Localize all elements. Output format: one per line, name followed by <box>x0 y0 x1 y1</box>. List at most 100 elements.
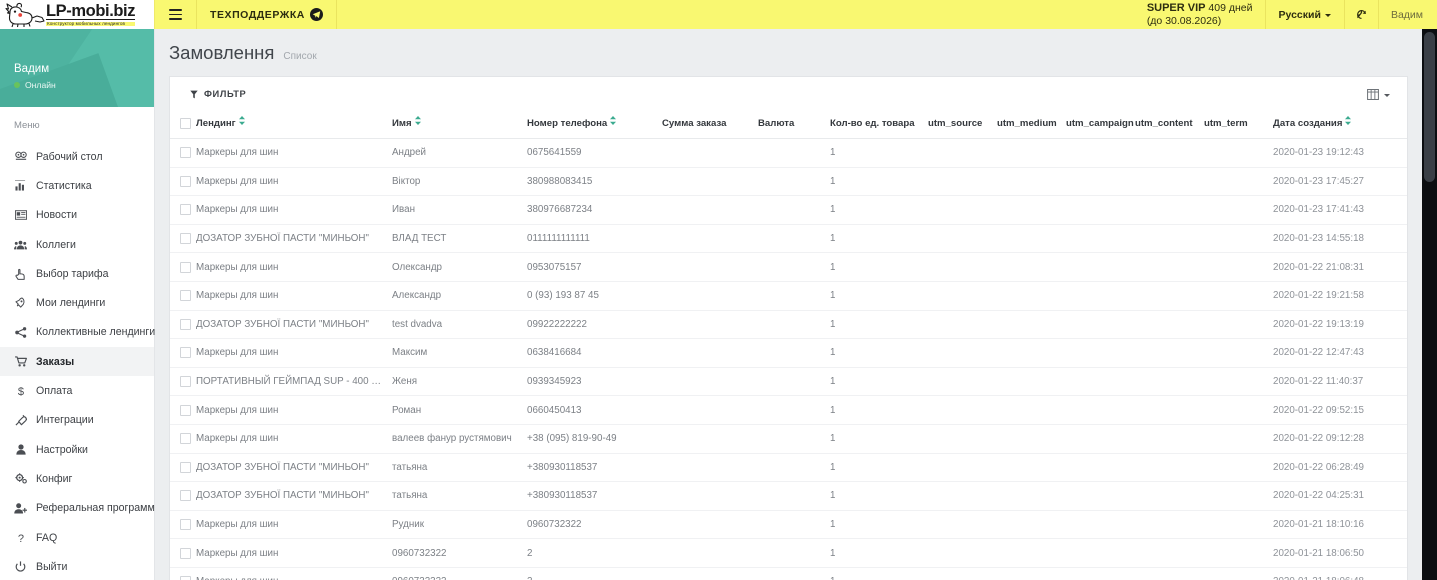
sidebar-item-15[interactable]: Выйти <box>0 552 154 580</box>
cell-phone: 0675641559 <box>527 138 662 168</box>
cell-utm_medium <box>997 567 1066 580</box>
cell-utm_term <box>1204 138 1273 168</box>
cell-utm_source <box>928 281 997 311</box>
cell-qty: 1 <box>830 453 928 483</box>
column-header-phone[interactable]: Номер телефона <box>527 111 662 139</box>
column-settings-button[interactable] <box>1364 87 1393 102</box>
brand-logo[interactable]: LP-mobi.biz Конструктор мобильных лендин… <box>0 0 155 29</box>
dashboard-icon <box>14 151 27 162</box>
filter-button[interactable]: ФИЛЬТР <box>190 89 246 99</box>
table-row[interactable]: Маркеры для шин Олександр 0953075157 1 2020-… <box>170 252 1407 282</box>
table-row[interactable]: Маркеры для шин Роман 0660450413 1 2020-01-2… <box>170 395 1407 425</box>
row-checkbox[interactable] <box>180 233 191 245</box>
sidebar-item-13[interactable]: Реферальная программа <box>0 494 161 523</box>
sort-toggle-icon[interactable] <box>1345 116 1352 127</box>
cell-utm_medium <box>997 224 1066 254</box>
row-checkbox[interactable] <box>180 461 191 473</box>
table-row[interactable]: Маркеры для шин Андрей 0675641559 1 2020-01-… <box>170 138 1407 168</box>
sidebar-item-5[interactable]: Выбор тарифа <box>0 259 154 288</box>
sidebar-item-6[interactable]: Мои лендинги <box>0 288 154 317</box>
cell-created: 2020-01-22 21:08:31 <box>1273 252 1407 282</box>
sidebar-item-14[interactable]: ? FAQ <box>0 523 154 552</box>
sidebar-item-12[interactable]: Конфиг <box>0 464 154 493</box>
cell-sum <box>662 281 758 311</box>
column-header-utm_medium: utm_medium <box>997 111 1066 139</box>
row-checkbox[interactable] <box>180 519 191 531</box>
cell-currency <box>758 538 830 568</box>
sidebar-item-3[interactable]: Новости <box>0 201 154 230</box>
vip-status-badge: SUPER VIP 409 дней (до 30.08.2026) <box>1137 0 1265 29</box>
support-link[interactable]: ТЕХПОДДЕРЖКА <box>197 0 337 29</box>
brand-title: LP-mobi.biz <box>46 1 136 21</box>
row-checkbox[interactable] <box>180 147 191 159</box>
table-row[interactable]: Маркеры для шин Иван 380976687234 1 2020-01-… <box>170 195 1407 225</box>
sidebar-toggle-button[interactable] <box>155 0 197 29</box>
sidebar-item-10[interactable]: Интеграции <box>0 406 154 435</box>
table-row[interactable]: Маркеры для шин Рудник 0960732322 1 2020-01-… <box>170 510 1407 540</box>
row-checkbox[interactable] <box>180 347 191 359</box>
table-row[interactable]: ДОЗАТОР ЗУБНОЇ ПАСТИ "МИНЬОН" татьяна +380… <box>170 481 1407 511</box>
sidebar-item-9[interactable]: $ Оплата <box>0 376 154 405</box>
svg-text:$: $ <box>17 386 23 397</box>
cell-utm_campaign <box>1066 510 1135 540</box>
table-row[interactable]: ДОЗАТОР ЗУБНОЇ ПАСТИ "МИНЬОН" ВЛАД ТЕСТ 01… <box>170 224 1407 254</box>
sort-toggle-icon[interactable] <box>414 116 421 127</box>
app-body: Вадим Онлайн Меню Рабочий стол Статистика… <box>0 29 1437 580</box>
user-menu-button[interactable]: Вадим <box>1379 0 1437 29</box>
cell-name: татьяна <box>392 453 527 483</box>
filter-label: ФИЛЬТР <box>204 89 247 99</box>
select-all-checkbox[interactable] <box>180 117 191 129</box>
column-header-created[interactable]: Дата создания <box>1273 111 1407 139</box>
sidebar-item-label: FAQ <box>36 531 58 544</box>
row-checkbox[interactable] <box>180 576 191 580</box>
table-row[interactable]: Маркеры для шин Максим 0638416684 1 2020-01-… <box>170 338 1407 368</box>
sort-toggle-icon[interactable] <box>238 116 245 127</box>
chevron-down-icon <box>1384 93 1390 97</box>
table-row[interactable]: ПОРТАТИВНЫЙ ГЕЙМПАД SUP - 400 ИГР В 1 Жен… <box>170 367 1407 397</box>
row-checkbox[interactable] <box>180 376 191 388</box>
sidebar-item-11[interactable]: Настройки <box>0 435 154 464</box>
table-row[interactable]: Маркеры для шин Віктор 380988083415 1 2020-0… <box>170 167 1407 197</box>
sidebar-item-1[interactable]: Рабочий стол <box>0 142 154 171</box>
row-checkbox[interactable] <box>180 404 191 416</box>
row-checkbox[interactable] <box>180 433 191 445</box>
column-header-name[interactable]: Имя <box>392 111 527 139</box>
vip-plan-label: SUPER VIP <box>1146 1 1206 14</box>
sidebar-section-label: Меню <box>14 120 40 131</box>
cell-qty: 1 <box>830 395 928 425</box>
row-checkbox[interactable] <box>180 490 191 502</box>
cell-name: Максим <box>392 338 527 368</box>
cell-utm_medium <box>997 310 1066 340</box>
cell-phone: 380976687234 <box>527 195 662 225</box>
cell-currency <box>758 252 830 282</box>
row-checkbox[interactable] <box>180 175 191 187</box>
column-header-currency: Валюта <box>758 111 830 139</box>
row-checkbox[interactable] <box>180 261 191 273</box>
sidebar-item-8[interactable]: Заказы <box>0 347 154 377</box>
scrollbar-thumb[interactable] <box>1424 32 1435 182</box>
sidebar-item-4[interactable]: Коллеги <box>0 230 154 259</box>
row-checkbox[interactable] <box>180 318 191 330</box>
cell-utm_medium <box>997 395 1066 425</box>
page-scrollbar[interactable] <box>1422 29 1437 580</box>
sidebar-item-7[interactable]: Коллективные лендинги <box>0 318 155 347</box>
refresh-button[interactable] <box>1345 0 1379 29</box>
cell-phone: 2 <box>527 538 662 568</box>
row-checkbox[interactable] <box>180 204 191 216</box>
cell-name: татьяна <box>392 481 527 511</box>
table-row[interactable]: Маркеры для шин валеев фанур рустямович +3… <box>170 424 1407 454</box>
cell-utm_term <box>1204 167 1273 197</box>
column-header-landing[interactable]: Лендинг <box>196 111 392 139</box>
row-checkbox[interactable] <box>180 547 191 559</box>
row-checkbox[interactable] <box>180 290 191 302</box>
sort-toggle-icon[interactable] <box>610 116 617 127</box>
table-row[interactable]: ДОЗАТОР ЗУБНОЇ ПАСТИ "МИНЬОН" test dvadva… <box>170 310 1407 340</box>
table-row[interactable]: Маркеры для шин Александр 0 (93) 193 87 45… <box>170 281 1407 311</box>
cell-phone: 0660450413 <box>527 395 662 425</box>
sidebar-item-2[interactable]: Статистика <box>0 171 154 200</box>
table-row[interactable]: ДОЗАТОР ЗУБНОЇ ПАСТИ "МИНЬОН" татьяна +380… <box>170 453 1407 483</box>
orders-table-scroll[interactable]: Лендинг Имя Номер телефона Сумма заказа Валю… <box>170 111 1407 580</box>
language-selector[interactable]: Русский <box>1264 0 1345 29</box>
